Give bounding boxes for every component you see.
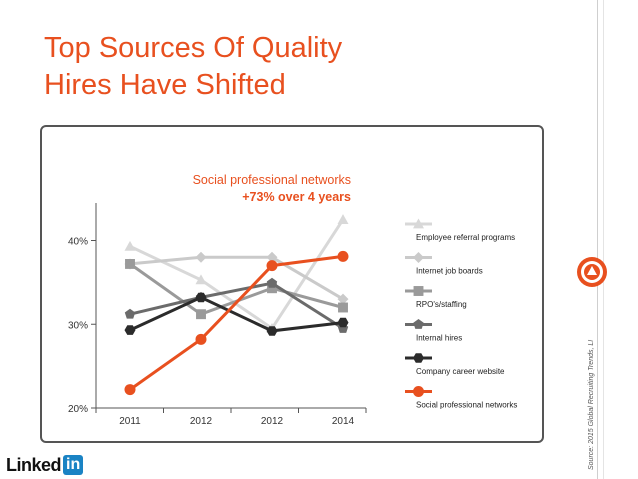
legend-item: Internal hires bbox=[405, 319, 462, 343]
data-point bbox=[124, 325, 136, 335]
line-chart: Social professional networks +73% over 4… bbox=[68, 173, 517, 427]
y-tick-label: 40% bbox=[68, 237, 88, 248]
data-point bbox=[337, 317, 349, 328]
x-tick-label: 2011 bbox=[119, 416, 141, 427]
legend-item: Employee referral programs bbox=[405, 218, 515, 242]
series-line bbox=[129, 218, 345, 331]
legend-label: RPO's/staffing bbox=[416, 300, 467, 309]
data-point bbox=[195, 274, 207, 285]
series-line bbox=[129, 281, 344, 330]
data-point bbox=[124, 384, 136, 396]
legend-swatch-marker bbox=[413, 252, 424, 263]
data-point bbox=[337, 214, 349, 224]
legend-label: Social professional networks bbox=[416, 401, 517, 410]
data-point bbox=[125, 259, 135, 269]
data-point bbox=[266, 326, 278, 336]
slide-title-line1: Top Sources Of Quality bbox=[44, 32, 343, 64]
data-point bbox=[195, 292, 207, 303]
y-tick-label: 20% bbox=[68, 404, 88, 415]
legend-swatch-marker bbox=[413, 386, 424, 397]
legend-swatch-marker bbox=[413, 218, 424, 229]
legend-item: Social professional networks bbox=[405, 386, 517, 410]
linkedin-logo-box: in bbox=[63, 455, 84, 475]
legend-item: RPO's/staffing bbox=[405, 286, 467, 309]
right-divider-rule-secondary bbox=[603, 0, 604, 479]
data-point bbox=[124, 308, 136, 319]
data-point bbox=[196, 309, 206, 320]
right-divider-rule bbox=[597, 0, 598, 479]
x-tick-label: 2012 bbox=[190, 416, 213, 427]
data-point bbox=[195, 251, 207, 263]
data-point bbox=[266, 277, 278, 288]
logo-badge-icon bbox=[577, 257, 607, 287]
data-point bbox=[337, 293, 349, 305]
legend-swatch-marker bbox=[413, 286, 424, 296]
chart-frame: Social professional networks +73% over 4… bbox=[40, 125, 544, 443]
chart-annotation-line1: Social professional networks bbox=[193, 173, 351, 187]
legend-swatch-marker bbox=[413, 319, 424, 329]
legend-label: Company career website bbox=[416, 367, 505, 376]
linkedin-logo-text: Linked bbox=[6, 454, 62, 475]
data-point bbox=[124, 240, 136, 251]
series-line bbox=[129, 254, 344, 391]
legend-label: Employee referral programs bbox=[416, 233, 515, 242]
data-point bbox=[338, 302, 348, 313]
legend-swatch-marker bbox=[413, 353, 424, 363]
legend-item: Internet job boards bbox=[405, 252, 483, 276]
series-6 bbox=[124, 250, 349, 396]
legend-item: Company career website bbox=[405, 353, 505, 376]
linkedin-logo: Linked in bbox=[6, 454, 84, 476]
slide-title-line2: Hires Have Shifted bbox=[44, 69, 286, 101]
data-point bbox=[266, 260, 278, 272]
data-point bbox=[266, 251, 278, 263]
series-line bbox=[129, 295, 344, 333]
data-point bbox=[337, 250, 349, 262]
data-point bbox=[195, 333, 207, 345]
legend-label: Internet job boards bbox=[416, 267, 483, 276]
x-tick-label: 2012 bbox=[261, 416, 284, 427]
slide-title: Top Sources Of Quality Hires Have Shifte… bbox=[44, 30, 342, 104]
legend-label: Internal hires bbox=[416, 334, 462, 343]
y-tick-label: 30% bbox=[68, 320, 88, 331]
series-line bbox=[129, 255, 344, 301]
series-5 bbox=[124, 292, 349, 336]
x-tick-label: 2014 bbox=[332, 416, 355, 427]
source-note: Source: 2015 Global Recruiting Trends, L… bbox=[588, 339, 595, 470]
chart-annotation-line2: +73% over 4 years bbox=[242, 190, 351, 204]
data-point bbox=[267, 283, 277, 294]
